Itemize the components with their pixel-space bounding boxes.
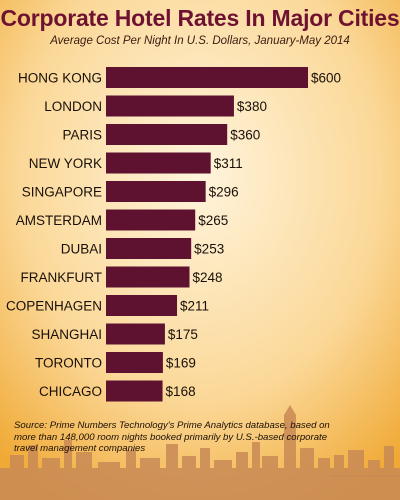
value-label: $296 [209, 185, 239, 200]
bar [106, 380, 163, 402]
bar [106, 95, 234, 117]
bar [106, 181, 206, 202]
category-label: PARIS [62, 128, 102, 143]
category-label: HONG KONG [18, 71, 102, 86]
source-note: Source: Prime Numbers Technology's Prime… [14, 420, 330, 454]
bar-chart: HONG KONG $600 LONDON $380 PARIS $360 NEW YORK… [6, 67, 341, 402]
value-label: $211 [180, 299, 209, 314]
category-label: AMSTERDAM [16, 213, 102, 228]
bar [106, 152, 211, 174]
value-label: $175 [168, 327, 198, 342]
city-skyline-illustration [0, 405, 400, 500]
chart-title: Corporate Hotel Rates In Major Cities [0, 5, 400, 31]
bar [106, 266, 190, 288]
category-label: FRANKFURT [20, 270, 102, 285]
bridge-illustration [330, 470, 400, 477]
value-label: $380 [237, 99, 267, 114]
value-label: $311 [214, 156, 243, 171]
category-label: LONDON [44, 99, 102, 114]
bar [106, 209, 196, 231]
bar [106, 323, 165, 345]
bar [106, 238, 192, 259]
category-label: DUBAI [61, 242, 102, 257]
category-label: CHICAGO [39, 384, 102, 399]
category-label: TORONTO [35, 356, 102, 371]
category-label: NEW YORK [29, 156, 102, 171]
value-label: $600 [311, 71, 341, 86]
value-label: $360 [230, 128, 260, 143]
category-label: COPENHAGEN [6, 299, 102, 314]
category-label: SINGAPORE [22, 185, 102, 200]
chart-subtitle: Average Cost Per Night In U.S. Dollars, … [50, 35, 350, 47]
value-label: $265 [198, 213, 228, 228]
bar [106, 124, 228, 145]
bar [106, 67, 308, 88]
bar [106, 352, 163, 373]
category-label: SHANGHAI [31, 327, 102, 342]
value-label: $253 [194, 242, 224, 257]
value-label: $168 [166, 384, 196, 399]
value-label: $248 [192, 270, 222, 285]
bar [106, 295, 178, 316]
value-label: $169 [166, 356, 196, 371]
